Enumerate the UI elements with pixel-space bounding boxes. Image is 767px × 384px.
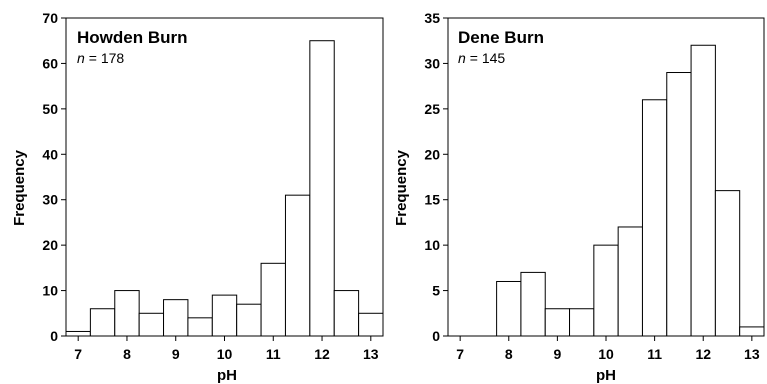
- histogram-bar: [641, 99, 668, 337]
- x-axis-ticks: 7 8 9 10 11 12 13: [456, 336, 760, 362]
- y-tick-label: 5: [432, 283, 440, 299]
- y-tick-label: 0: [50, 328, 58, 344]
- histogram-bar: [544, 308, 571, 337]
- y-axis-title: Frequency: [393, 149, 410, 226]
- y-tick-label: 35: [424, 10, 440, 26]
- x-tick-label: 13: [363, 346, 379, 362]
- histogram-bar: [236, 303, 262, 337]
- x-tick-label: 12: [695, 346, 711, 362]
- y-tick-label: 20: [424, 146, 440, 162]
- y-tick-label: 0: [432, 328, 440, 344]
- x-tick-label: 10: [217, 346, 233, 362]
- x-tick-label: 13: [744, 346, 760, 362]
- histogram-bar: [569, 308, 595, 337]
- x-tick-label: 8: [123, 346, 131, 362]
- x-tick-label: 11: [647, 346, 662, 362]
- y-tick-label: 30: [42, 192, 58, 208]
- sample-size-label: n = 145: [458, 50, 505, 66]
- histogram-bar: [284, 194, 311, 337]
- histogram-bar: [309, 40, 335, 337]
- x-tick-label: 7: [74, 346, 82, 362]
- y-axis-ticks: 0 5 10 15 20 25 30 35: [424, 10, 448, 344]
- x-tick-label: 8: [505, 346, 513, 362]
- y-tick-label: 25: [424, 101, 440, 117]
- panel-title: Dene Burn: [458, 28, 544, 47]
- histogram-bar: [138, 312, 165, 337]
- histogram-bar: [89, 308, 116, 337]
- x-tick-label: 9: [553, 346, 561, 362]
- histogram-bar: [65, 330, 91, 337]
- histogram-bar: [739, 326, 765, 337]
- histogram-bar: [666, 72, 692, 337]
- y-tick-label: 10: [424, 237, 440, 253]
- y-tick-label: 30: [424, 55, 440, 71]
- histogram-bar: [187, 317, 213, 337]
- x-tick-label: 12: [314, 346, 330, 362]
- histogram-bar: [358, 312, 384, 337]
- n-symbol: n: [458, 50, 466, 66]
- x-axis-ticks: 7 8 9 10 11 12 13: [74, 336, 379, 362]
- sample-size-label: n = 178: [77, 50, 124, 66]
- x-tick-label: 9: [172, 346, 180, 362]
- y-tick-label: 20: [42, 237, 58, 253]
- x-axis-title: pH: [596, 367, 616, 384]
- panel-dene-burn: 0 5 10 15 20 25 30 35 7 8 9 10 11 12 13 Dene Burn n = …: [393, 10, 765, 384]
- histogram-bar: [690, 44, 716, 337]
- histogram-bar: [617, 226, 643, 337]
- panel-title: Howden Burn: [77, 28, 188, 47]
- x-tick-label: 10: [598, 346, 614, 362]
- x-tick-label: 11: [266, 346, 281, 362]
- histogram-bar: [211, 294, 238, 337]
- histogram-bars: [496, 44, 765, 337]
- n-value: = 178: [89, 50, 125, 66]
- histogram-bar: [114, 290, 140, 337]
- y-tick-label: 70: [42, 10, 58, 26]
- histogram-bar: [260, 262, 286, 337]
- y-tick-label: 15: [424, 192, 440, 208]
- histogram-bars: [65, 40, 384, 337]
- y-axis-title: Frequency: [11, 149, 28, 226]
- y-tick-label: 60: [42, 55, 58, 71]
- n-value: = 145: [470, 50, 506, 66]
- histogram-bar: [714, 190, 741, 337]
- histogram-bar: [593, 244, 619, 337]
- y-tick-label: 40: [42, 146, 58, 162]
- y-axis-ticks: 0 10 20 30 40 50 60 70: [42, 10, 66, 344]
- y-tick-label: 10: [42, 283, 58, 299]
- histogram-bar: [496, 280, 522, 337]
- n-symbol: n: [77, 50, 85, 66]
- histogram-bar: [163, 299, 189, 337]
- x-axis-title: pH: [217, 367, 237, 384]
- y-tick-label: 50: [42, 101, 58, 117]
- x-tick-label: 7: [456, 346, 464, 362]
- histogram-bar: [333, 290, 360, 337]
- histogram-bar: [520, 271, 546, 337]
